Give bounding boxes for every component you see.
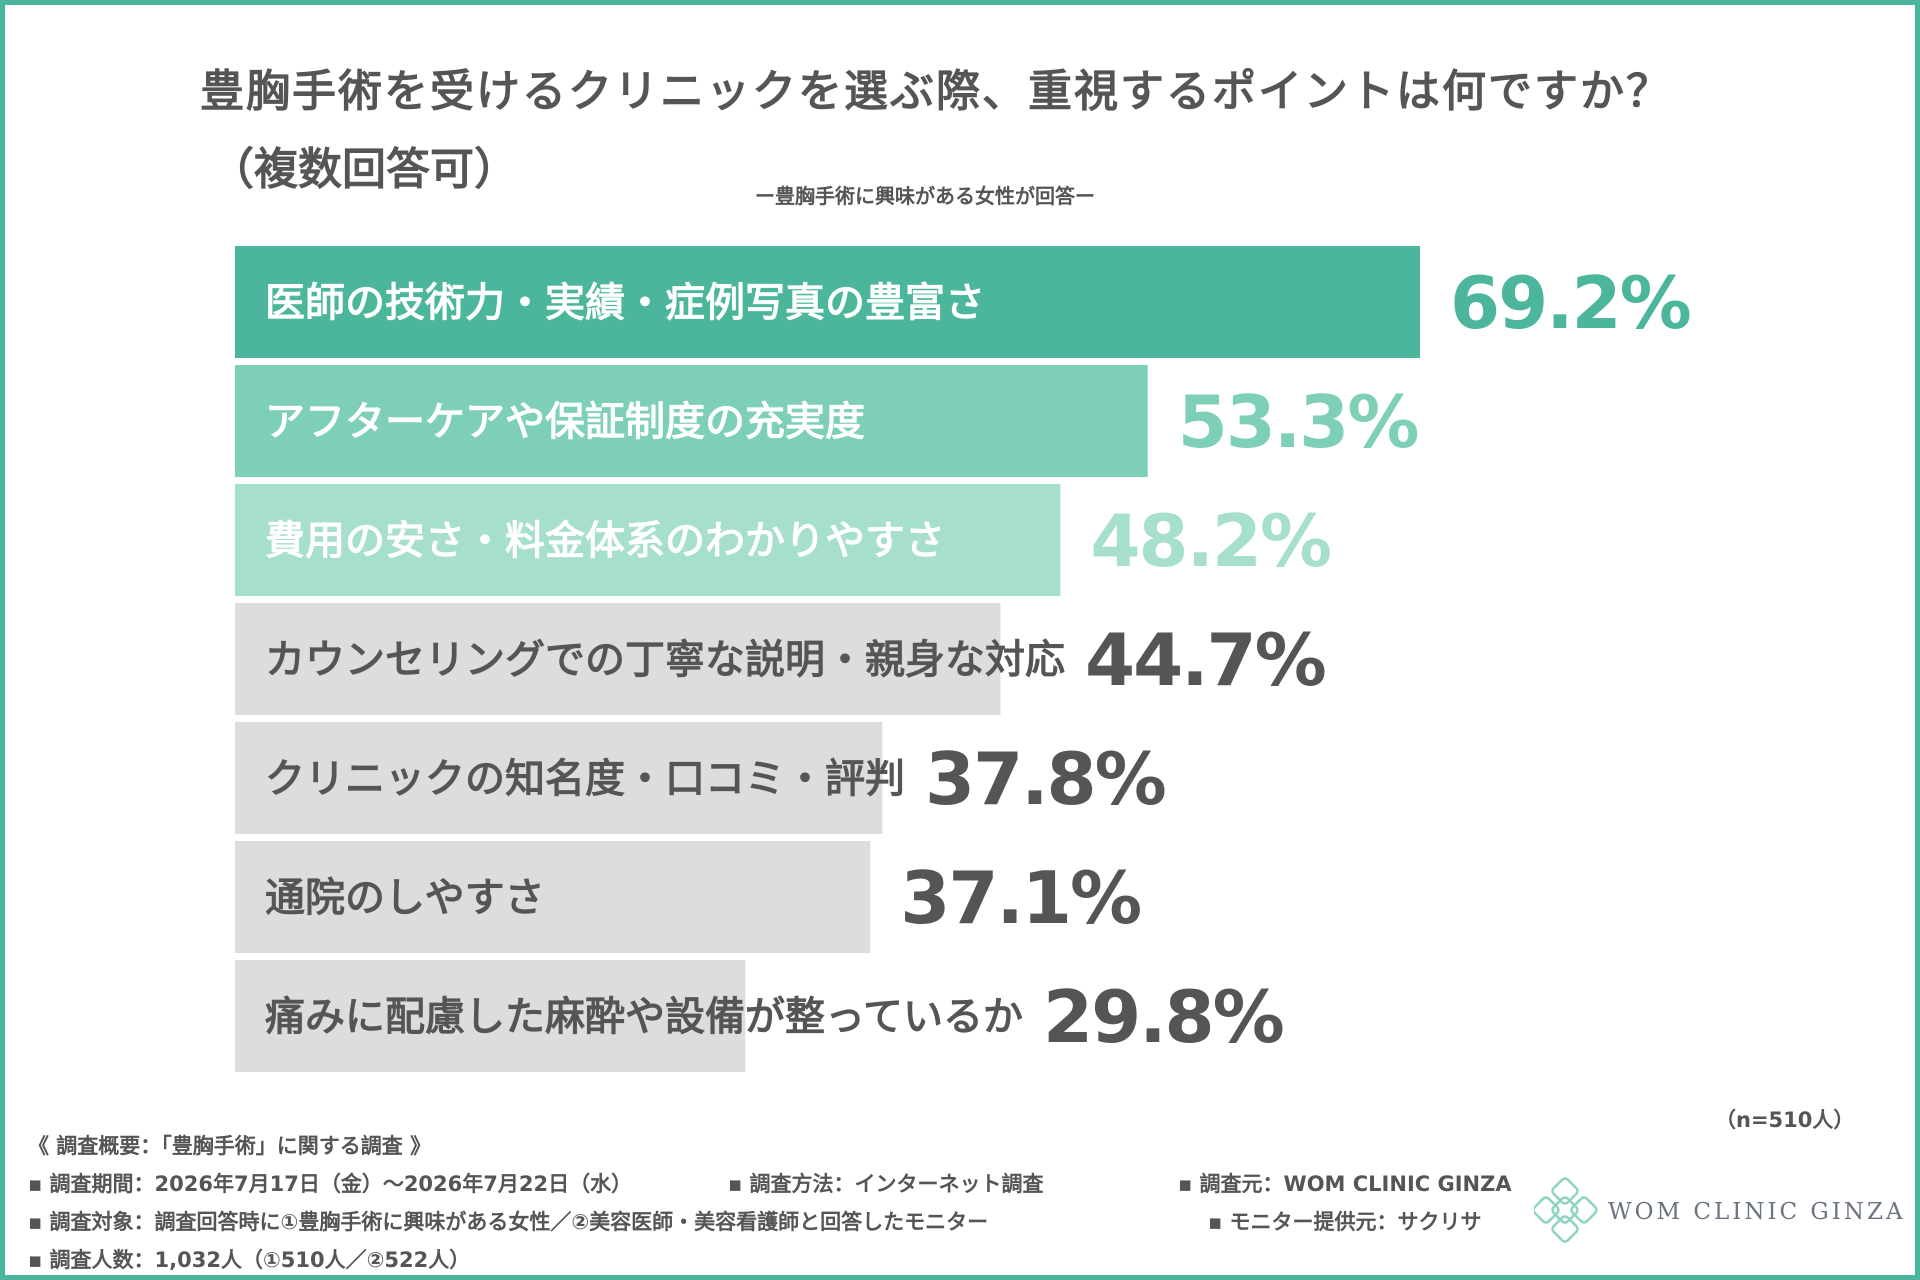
survey-target: ▪ 調査対象：調査回答時に①豊胸手術に興味がある女性／②美容医師・美容看護師と回… [28, 1210, 989, 1234]
bar-7 [235, 960, 746, 1072]
bar-4 [235, 603, 1001, 715]
bar-label-6: 通院のしやすさ [265, 875, 545, 921]
survey-method: ▪ 調査方法：インターネット調査 [728, 1172, 1044, 1196]
bar-chart: 医師の技術力・実績・症例写真の豊富さ 69.2% アフターケアや保証制度の充実度 53… [235, 246, 1692, 1072]
bar-label-5: クリニックの知名度・口コミ・評判 [265, 756, 905, 802]
bar-value-5: 37.8% [925, 737, 1165, 821]
bar-3 [235, 484, 1061, 596]
survey-period: ▪ 調査期間：2026年7月17日（金）〜2026年7月22日（水） [28, 1172, 633, 1196]
bar-label-1: 医師の技術力・実績・症例写真の豊富さ [265, 280, 985, 326]
survey-heading: 《 調査概要：「豊胸手術」に関する調査 》 [28, 1134, 432, 1158]
bar-label-4: カウンセリングでの丁寧な説明・親身な対応 [265, 637, 1065, 683]
bar-value-2: 53.3% [1178, 380, 1418, 464]
bar-2 [235, 365, 1148, 477]
bar-value-3: 48.2% [1090, 499, 1330, 583]
bar-value-6: 37.1% [900, 856, 1140, 940]
sample-size-label: （n=510人） [1715, 1108, 1855, 1132]
clinic-logo: WOM CLINIC GINZA [1530, 1175, 1910, 1245]
bar-label-2: アフターケアや保証制度の充実度 [265, 399, 865, 445]
bar-value-1: 69.2% [1450, 261, 1690, 345]
bar-1 [235, 246, 1420, 358]
bar-value-7: 29.8% [1043, 975, 1283, 1059]
survey-organizer: ▪ 調査元：WOM CLINIC GINZA [1178, 1172, 1512, 1196]
survey-provider: ▪ モニター提供元：サクリサ [1208, 1210, 1482, 1234]
bar-value-4: 44.7% [1085, 618, 1325, 702]
survey-count: ▪ 調査人数：1,032人（①510人／②522人） [28, 1248, 471, 1272]
chart-title-note: （複数回答可） [210, 144, 518, 195]
bar-6 [235, 841, 871, 953]
clinic-logo-text: WOM CLINIC GINZA [1608, 1199, 1906, 1225]
chart-subtitle: ー豊胸手術に興味がある女性が回答ー [755, 184, 1095, 208]
bar-label-7: 痛みに配慮した麻酔や設備が整っているか [265, 994, 1023, 1040]
diamond-lattice-icon [1534, 1177, 1598, 1243]
bar-label-3: 費用の安さ・料金体系のわかりやすさ [265, 518, 945, 564]
bar-5 [235, 722, 883, 834]
chart-title: 豊胸手術を受けるクリニックを選ぶ際、重視するポイントは何ですか？ [200, 66, 1672, 117]
